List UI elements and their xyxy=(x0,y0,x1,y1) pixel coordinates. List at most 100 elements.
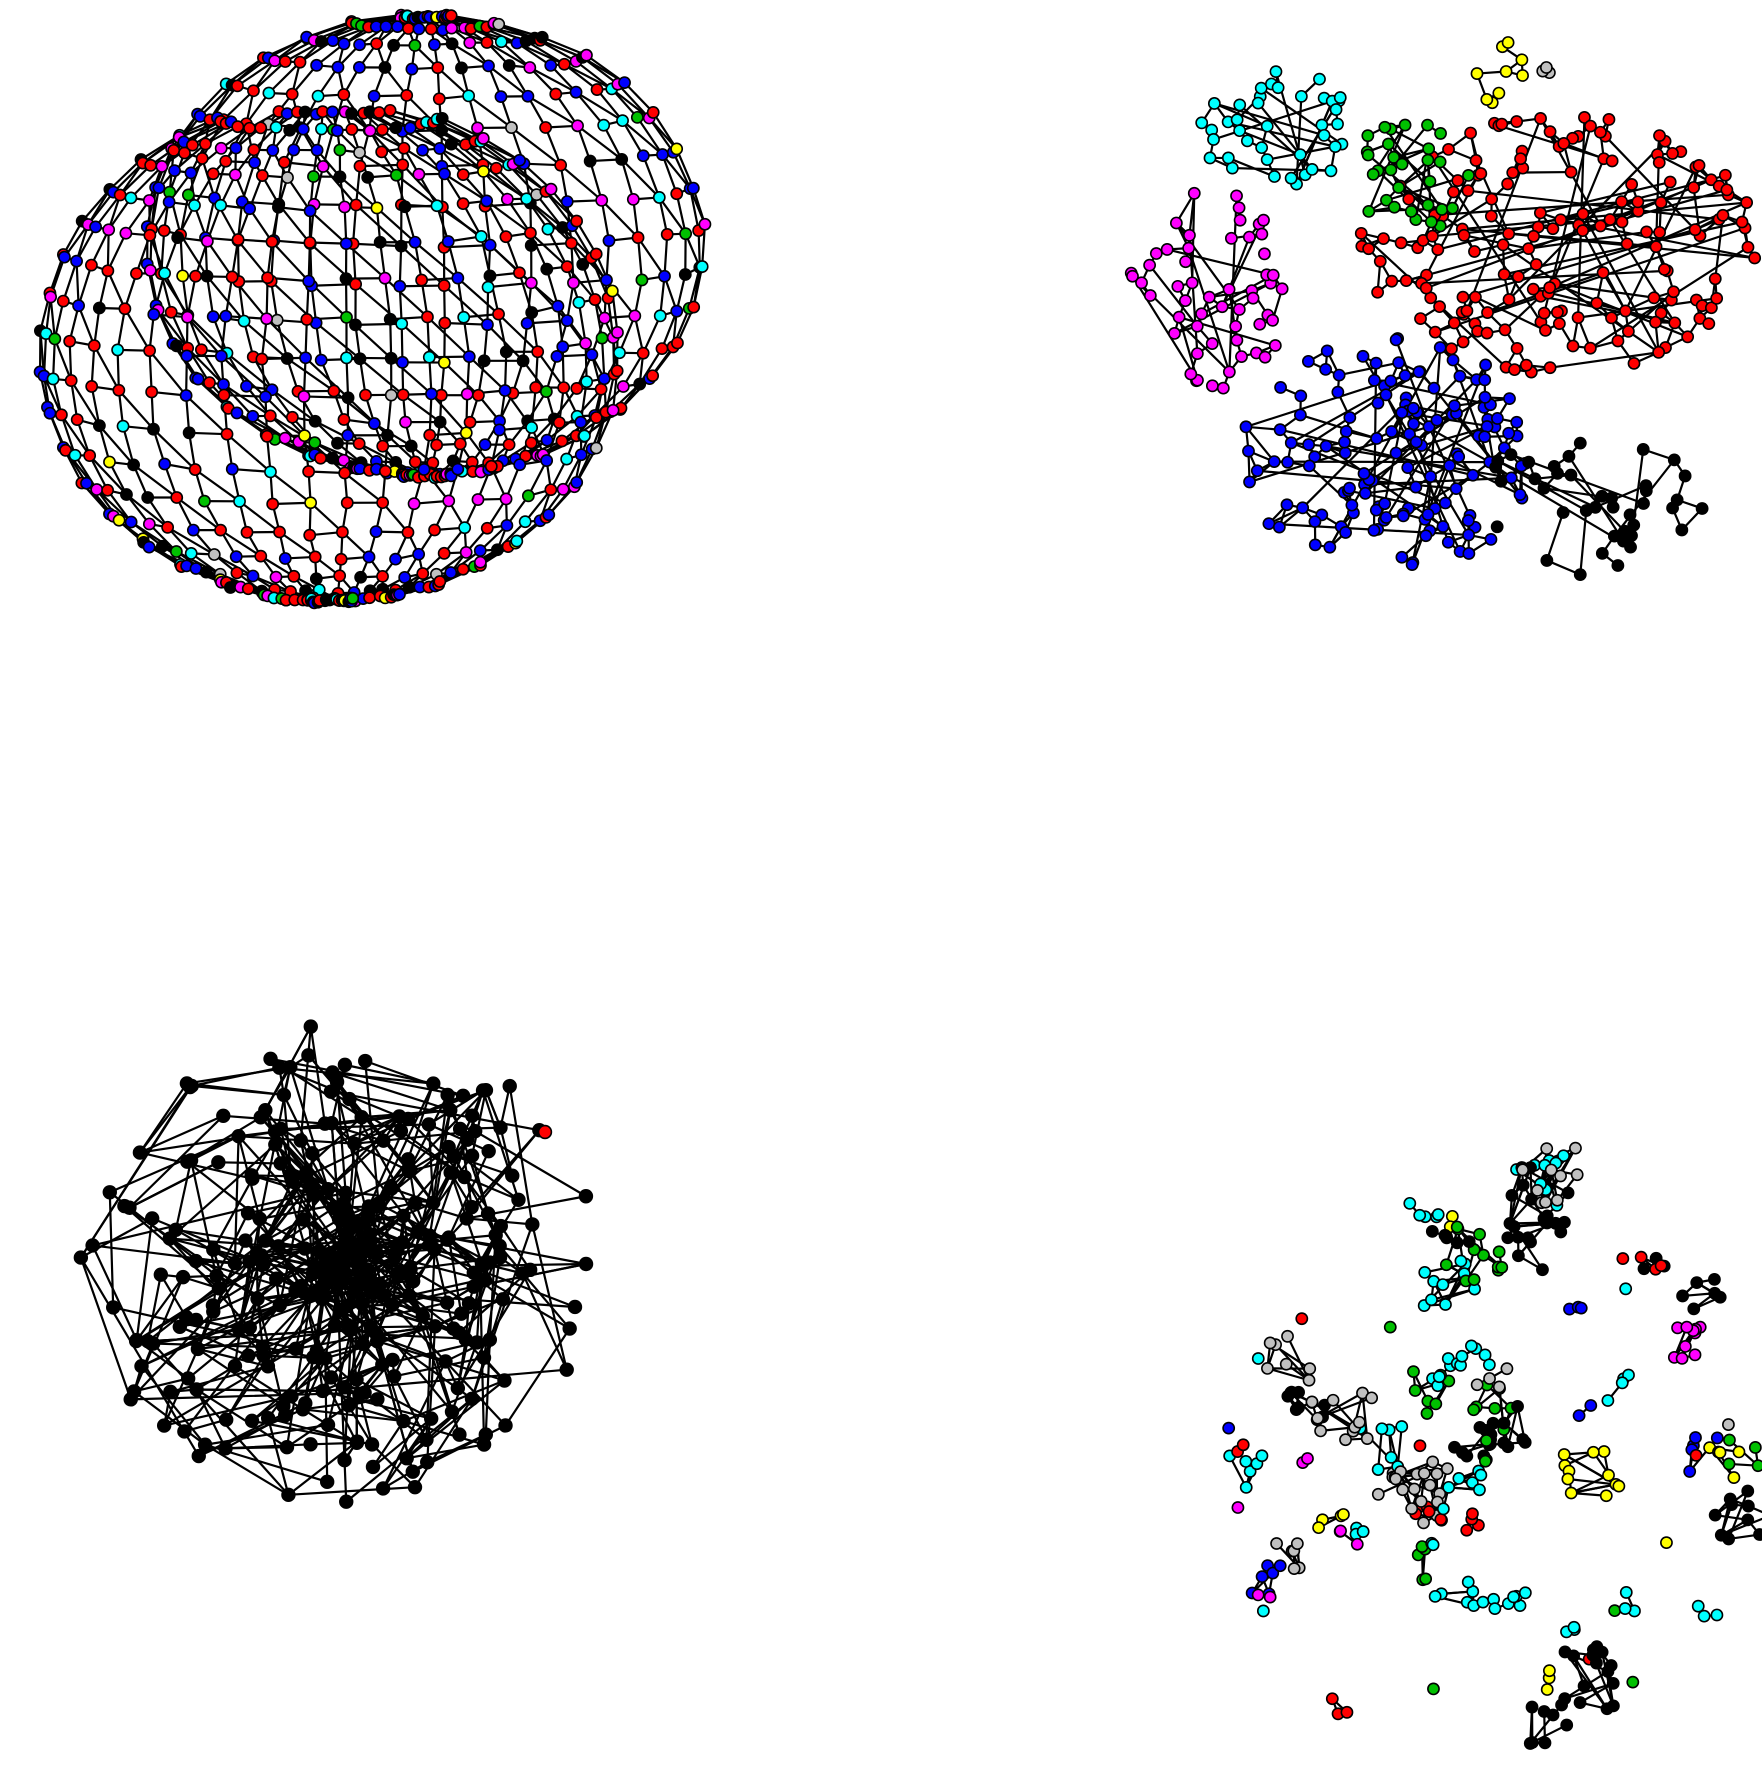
graph-node xyxy=(437,279,451,292)
graph-edge xyxy=(282,1093,293,1176)
graph-node xyxy=(375,1357,390,1372)
graph-node xyxy=(1280,498,1294,512)
graph-node xyxy=(308,436,322,450)
graph-node xyxy=(233,494,246,508)
graph-node xyxy=(170,491,184,504)
graph-node xyxy=(1551,305,1564,319)
graph-edge xyxy=(98,424,135,466)
graph-node xyxy=(1647,291,1661,305)
graph-node xyxy=(1378,497,1392,511)
graph-node xyxy=(571,119,584,133)
graph-node xyxy=(444,9,458,23)
graph-node xyxy=(499,345,513,359)
graph-node xyxy=(1571,311,1585,325)
graph-edge xyxy=(269,414,300,443)
graph-node xyxy=(462,350,476,364)
graph-edge xyxy=(270,240,310,283)
graph-node xyxy=(169,545,183,558)
graph-edge xyxy=(1290,99,1341,180)
graph-node xyxy=(329,1074,345,1090)
graph-edge xyxy=(70,379,101,427)
graph-node xyxy=(1412,365,1426,379)
graph-edge xyxy=(304,356,350,399)
graph-node xyxy=(1615,215,1629,229)
graph-edge xyxy=(563,63,613,90)
graph-node xyxy=(1230,113,1244,127)
graph-node xyxy=(1447,185,1460,199)
graph-node xyxy=(327,1317,343,1333)
graph-node xyxy=(399,415,412,429)
graph-node xyxy=(180,349,194,363)
graph-node xyxy=(116,419,130,433)
graph-node xyxy=(186,523,200,537)
graph-node xyxy=(498,384,512,397)
graph-edge xyxy=(354,165,362,207)
graph-node xyxy=(574,448,588,462)
graph-edge xyxy=(370,1443,417,1489)
graph-node xyxy=(112,513,126,527)
graph-node xyxy=(1522,455,1536,469)
graph-node xyxy=(1494,474,1508,488)
graph-edge xyxy=(1548,351,1660,369)
graph-edge xyxy=(529,231,569,268)
graph-node xyxy=(281,1487,296,1503)
graph-edge xyxy=(566,265,597,301)
graph-node xyxy=(345,122,359,136)
graph-node xyxy=(130,267,143,280)
graph-node xyxy=(1149,247,1163,260)
graph-node xyxy=(1469,290,1482,304)
graph-edge xyxy=(148,522,178,553)
graph-node xyxy=(455,1088,471,1104)
graph-node xyxy=(80,476,93,490)
graph-edge xyxy=(508,1085,534,1226)
graph-edge xyxy=(195,1388,227,1450)
graph-node xyxy=(415,1308,430,1324)
graph-edge xyxy=(322,165,358,207)
graph-node xyxy=(1224,231,1238,245)
graph-node xyxy=(229,141,243,155)
graph-node xyxy=(458,1332,474,1347)
graph-edge xyxy=(1510,1194,1549,1218)
graph-node xyxy=(474,1256,490,1271)
graph-node xyxy=(85,258,98,272)
graph-edge xyxy=(163,272,189,319)
graph-node xyxy=(120,488,133,501)
graph-node xyxy=(168,164,181,178)
graph-edge xyxy=(1539,180,1672,214)
graph-edge xyxy=(345,356,350,399)
graph-edge xyxy=(152,1342,264,1349)
graph-node xyxy=(549,87,563,101)
graph-node xyxy=(1654,196,1668,209)
graph-edge xyxy=(529,231,548,271)
graph-node xyxy=(1590,296,1604,310)
graph-edge xyxy=(324,1357,366,1394)
graph-node xyxy=(1502,426,1516,440)
graph-node xyxy=(1748,251,1762,265)
graph-node xyxy=(1182,241,1196,255)
graph-node xyxy=(1409,480,1423,494)
graph-node xyxy=(1620,237,1634,251)
graph-edge xyxy=(338,175,379,210)
graph-node xyxy=(184,546,198,560)
graph-node xyxy=(1511,270,1525,284)
graph-node xyxy=(1202,290,1216,304)
graph-node xyxy=(445,37,459,51)
graph-node xyxy=(1460,304,1474,318)
graph-edge xyxy=(286,357,335,393)
graph-node xyxy=(186,138,199,152)
graph-node xyxy=(176,269,190,283)
graph-node xyxy=(1379,388,1393,402)
graph-node xyxy=(365,1459,381,1475)
graph-node xyxy=(332,1303,347,1318)
graph-node xyxy=(1143,289,1157,302)
graph-edge xyxy=(215,1212,250,1277)
graph-node xyxy=(583,154,597,168)
graph-node xyxy=(260,429,274,443)
graph-node xyxy=(209,1268,224,1283)
graph-node xyxy=(119,226,133,240)
graph-node xyxy=(230,566,244,580)
graph-node xyxy=(345,107,359,120)
graph-node xyxy=(189,269,202,283)
graph-node xyxy=(535,30,549,44)
graph-node xyxy=(258,1233,273,1248)
